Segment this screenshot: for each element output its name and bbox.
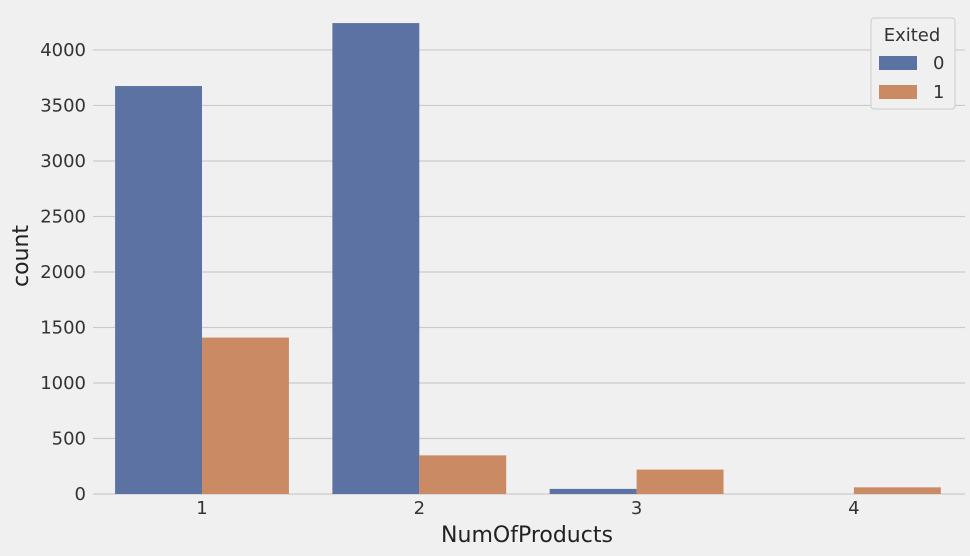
y-axis-title: count xyxy=(9,225,34,287)
x-tick-label: 4 xyxy=(848,498,859,519)
bar-series-0-1 xyxy=(115,86,202,495)
y-tick-label: 0 xyxy=(75,484,86,505)
x-tick-label: 2 xyxy=(414,498,425,519)
legend-label-0: 0 xyxy=(933,53,944,74)
y-tick-label: 2000 xyxy=(40,262,86,283)
bar-series-1-1 xyxy=(202,337,289,494)
bar-series-1-3 xyxy=(636,469,724,494)
legend-swatch-0 xyxy=(879,56,917,70)
y-tick-label: 1000 xyxy=(40,373,86,394)
y-tick-label: 2500 xyxy=(40,206,86,227)
x-tick-labels: 1 2 3 4 xyxy=(196,498,859,519)
y-tick-label: 4000 xyxy=(40,40,86,61)
y-tick-label: 3000 xyxy=(40,151,86,172)
legend-swatch-1 xyxy=(879,85,917,99)
bar-series-0-2 xyxy=(332,23,420,495)
y-tick-label: 1500 xyxy=(40,317,86,338)
x-tick-label: 3 xyxy=(631,498,642,519)
bar-series-1-2 xyxy=(419,455,507,494)
x-axis-title: NumOfProducts xyxy=(441,523,613,548)
bars xyxy=(115,23,941,495)
x-tick-label: 1 xyxy=(196,498,207,519)
legend: Exited 0 1 xyxy=(870,17,956,110)
y-tick-labels: 0 500 1000 1500 2000 2500 3000 3500 4000 xyxy=(40,40,86,505)
bar-series-0-3 xyxy=(549,488,637,494)
bar-series-1-4 xyxy=(853,487,941,494)
legend-label-1: 1 xyxy=(933,82,944,103)
legend-title: Exited xyxy=(884,25,941,46)
y-tick-label: 500 xyxy=(52,428,86,449)
y-tick-label: 3500 xyxy=(40,95,86,116)
